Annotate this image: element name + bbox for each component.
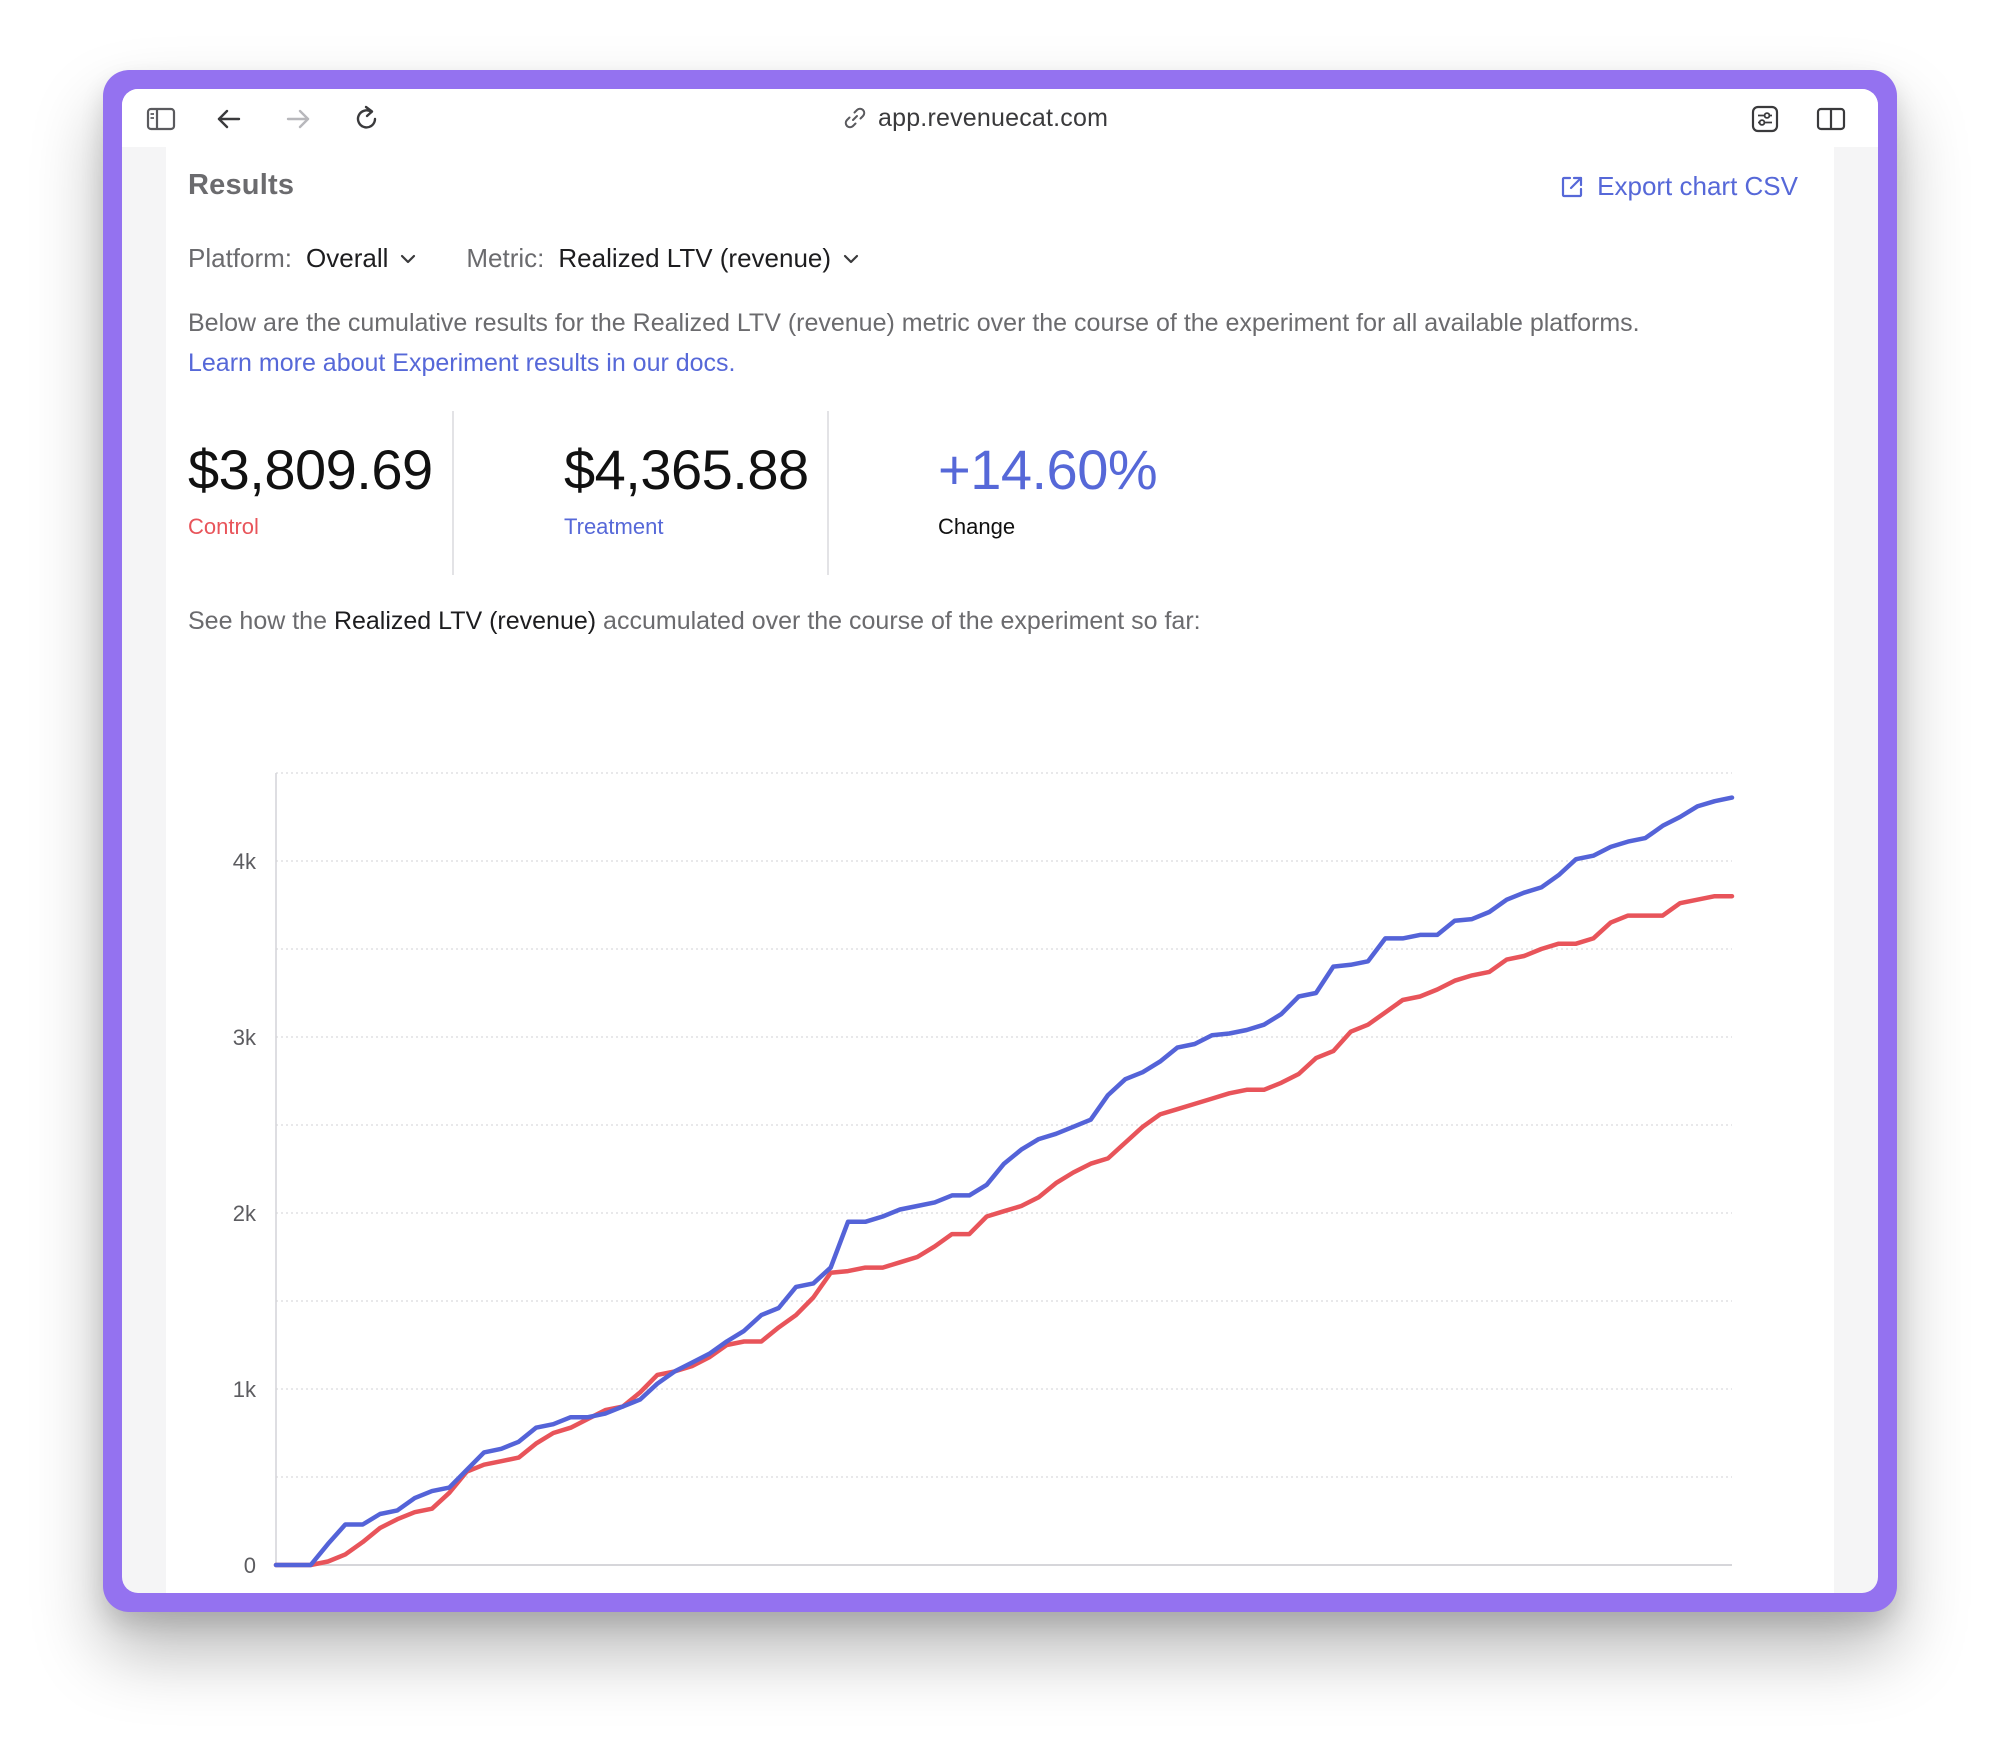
docs-link[interactable]: Learn more about Experiment results in o… — [188, 349, 736, 377]
treatment-value: $4,365.88 — [564, 438, 809, 501]
external-link-icon — [1562, 176, 1583, 197]
stat-divider — [452, 411, 454, 575]
treatment-label: Treatment — [564, 514, 664, 539]
platform-value: Overall — [306, 243, 389, 273]
control-label: Control — [188, 514, 259, 539]
y-tick-label: 2k — [233, 1201, 257, 1226]
forward-arrow-icon[interactable] — [281, 102, 315, 136]
results-description: Below are the cumulative results for the… — [188, 303, 1808, 383]
filters-row: Platform: Overall Metric: Realized LTV (… — [188, 243, 861, 274]
y-tick-label: 1k — [233, 1377, 257, 1402]
back-arrow-icon[interactable] — [212, 102, 246, 136]
metric-value: Realized LTV (revenue) — [558, 243, 832, 273]
browser-window-frame: app.revenuecat.com Results Export chart … — [103, 70, 1897, 1612]
chevron-down-icon — [843, 254, 859, 263]
x-tick-label: Aug 06 '23 — [1610, 1591, 1715, 1593]
y-tick-label: 3k — [233, 1025, 257, 1050]
y-tick-label: 4k — [233, 849, 257, 874]
extension-icon[interactable] — [1748, 102, 1782, 136]
export-chart-csv-label: Export chart CSV — [1597, 171, 1798, 201]
change-value: +14.60% — [938, 438, 1158, 501]
metric-label: Metric: — [466, 243, 545, 273]
treatment-stat: $4,365.88 Treatment — [564, 437, 809, 540]
chart-intro: See how the Realized LTV (revenue) accum… — [188, 607, 1201, 636]
export-chart-csv-button[interactable]: Export chart CSV — [1559, 171, 1798, 202]
chart-intro-after: accumulated over the course of the exper… — [596, 607, 1201, 635]
reload-icon[interactable] — [350, 102, 384, 136]
sidebar-icon[interactable] — [144, 102, 178, 136]
platform-dropdown[interactable]: Overall — [306, 243, 418, 274]
control-value: $3,809.69 — [188, 438, 433, 501]
change-stat: +14.60% Change — [938, 437, 1158, 540]
results-title: Results — [188, 169, 295, 201]
x-tick-label: May 18 '23 — [223, 1591, 330, 1593]
x-tick-label: Jul 17 '23 — [1269, 1591, 1363, 1593]
series-line-treatment — [273, 795, 1735, 1568]
metric-dropdown[interactable]: Realized LTV (revenue) — [558, 243, 861, 274]
chart-intro-metric: Realized LTV (revenue) — [333, 607, 597, 635]
control-stat: $3,809.69 Control — [188, 437, 433, 540]
ltv-line-chart: 0 1k 2k 3k 4k May 18 '23 Jun 07 '23 Jun 27 '23 J… — [223, 772, 1735, 1593]
series-line-control — [273, 893, 1735, 1568]
url-text: app.revenuecat.com — [878, 103, 1109, 132]
change-label: Change — [938, 514, 1016, 539]
browser-window: app.revenuecat.com Results Export chart … — [122, 89, 1878, 1593]
y-tick-label: 0 — [244, 1553, 256, 1578]
results-panel: Results Export chart CSV Platform: Overa… — [166, 147, 1834, 1593]
chevron-down-icon — [401, 254, 416, 263]
browser-toolbar: app.revenuecat.com — [122, 89, 1878, 147]
x-tick-label: Jun 27 '23 — [919, 1591, 1020, 1593]
split-view-icon[interactable] — [1814, 102, 1848, 136]
stat-divider — [827, 411, 829, 575]
chart-intro-before: See how the — [188, 607, 334, 635]
platform-label: Platform: — [188, 243, 293, 273]
description-text: Below are the cumulative results for the… — [188, 309, 1640, 337]
x-tick-label: Jun 07 '23 — [572, 1591, 673, 1593]
link-icon — [844, 107, 866, 129]
address-bar[interactable]: app.revenuecat.com — [842, 103, 1108, 133]
